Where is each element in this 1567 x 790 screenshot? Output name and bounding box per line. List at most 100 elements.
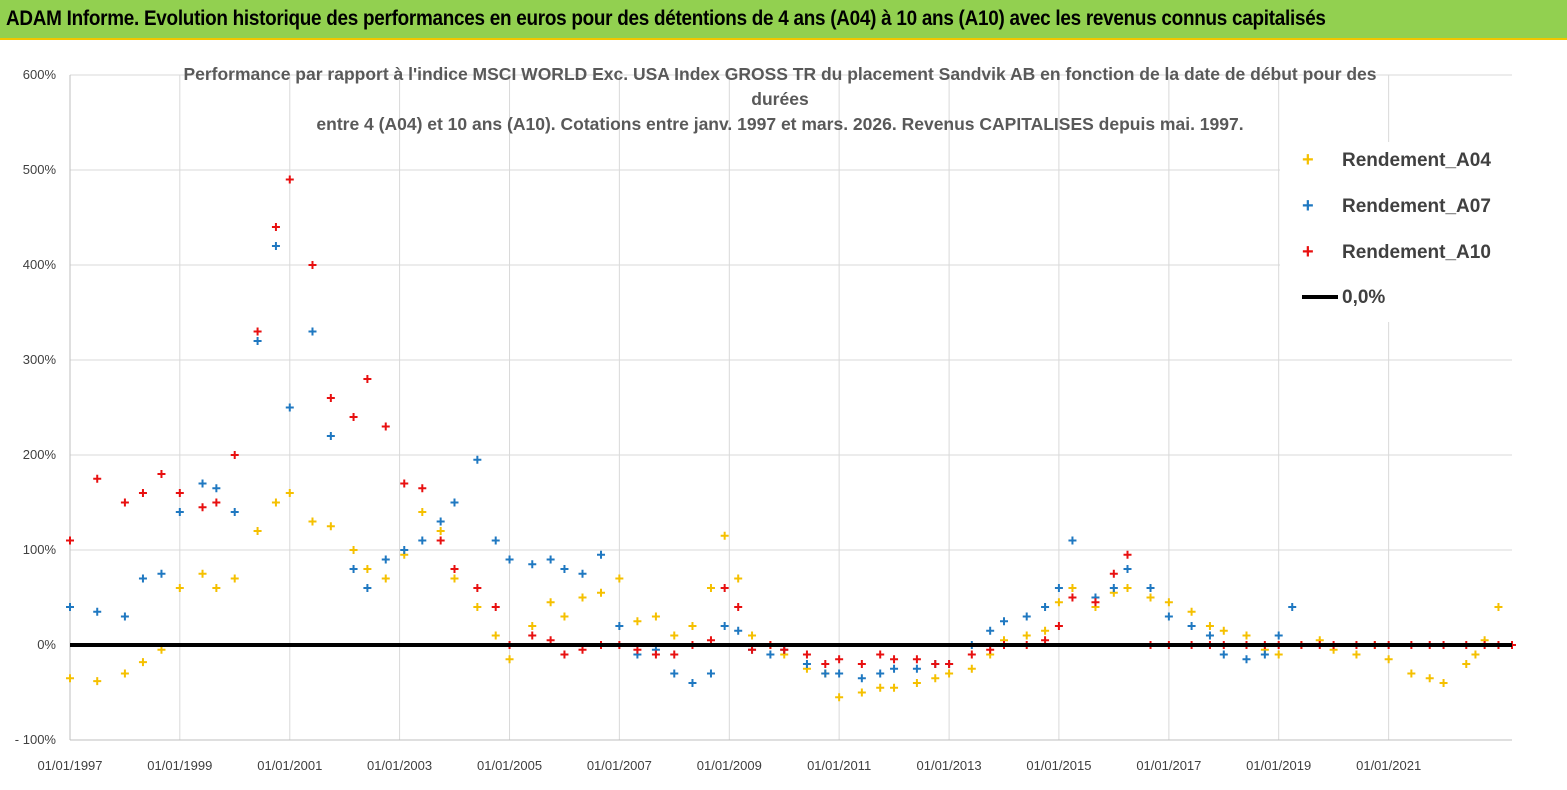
x-tick-label: 01/01/1999 <box>147 758 212 773</box>
x-tick-label: 01/01/2021 <box>1356 758 1421 773</box>
data-point-rendement-a07 <box>400 546 409 554</box>
data-point-rendement-a04 <box>66 674 74 683</box>
data-point-rendement-a07 <box>308 327 317 336</box>
data-point-rendement-a04 <box>349 546 358 554</box>
data-point-rendement-a07 <box>349 565 358 573</box>
data-point-rendement-a04 <box>1352 650 1361 659</box>
data-point-rendement-a10 <box>1068 593 1077 602</box>
data-point-rendement-a07 <box>1288 603 1297 611</box>
x-tick-label: 01/01/2019 <box>1246 758 1311 773</box>
data-point-rendement-a10 <box>418 484 427 493</box>
data-point-rendement-a07 <box>857 674 866 683</box>
legend-item-a04: + Rendement_A04 <box>1280 146 1512 176</box>
data-point-rendement-a07 <box>253 337 262 345</box>
data-point-rendement-a04 <box>1439 679 1448 687</box>
data-point-rendement-a07 <box>285 403 294 412</box>
legend-label-zero: 0,0% <box>1342 287 1386 308</box>
data-point-rendement-a07 <box>688 679 697 687</box>
data-point-rendement-a04 <box>120 669 129 678</box>
data-point-rendement-a10 <box>230 451 239 459</box>
x-tick-label: 01/01/2013 <box>917 758 982 773</box>
data-point-rendement-a07 <box>1146 584 1155 592</box>
data-point-rendement-a04 <box>560 612 569 621</box>
data-point-rendement-a07 <box>706 669 715 678</box>
data-point-rendement-a04 <box>945 669 954 678</box>
data-point-rendement-a07 <box>835 669 844 678</box>
data-point-rendement-a04 <box>931 674 940 683</box>
data-point-rendement-a04 <box>1462 660 1471 668</box>
zero-line-swatch <box>1302 295 1338 299</box>
data-point-rendement-a04 <box>1425 674 1434 683</box>
data-point-rendement-a10 <box>308 261 317 269</box>
data-point-rendement-a04 <box>1146 593 1155 602</box>
data-point-rendement-a04 <box>157 645 166 654</box>
y-tick-label: 200% <box>23 447 57 462</box>
data-point-rendement-a07 <box>326 432 335 440</box>
data-point-rendement-a10 <box>120 498 129 507</box>
data-point-rendement-a10 <box>546 636 555 645</box>
chart-title-line-3: entre 4 (A04) et 10 ans (A10). Cotations… <box>316 114 1244 134</box>
data-point-rendement-a10 <box>198 503 207 512</box>
data-point-rendement-a07 <box>802 660 811 668</box>
data-point-rendement-a07 <box>473 455 482 464</box>
y-tick-label: 100% <box>23 542 57 557</box>
data-point-rendement-a04 <box>688 622 697 630</box>
data-point-rendement-a07 <box>560 565 569 573</box>
data-point-rendement-a10 <box>326 394 335 402</box>
data-point-rendement-a07 <box>505 555 514 564</box>
data-point-rendement-a10 <box>780 645 789 654</box>
data-point-rendement-a07 <box>450 498 459 507</box>
data-point-rendement-a10 <box>802 650 811 659</box>
data-point-rendement-a10 <box>66 536 74 545</box>
data-point-rendement-a10 <box>93 474 102 483</box>
data-point-rendement-a07 <box>175 508 184 516</box>
data-point-rendement-a07 <box>734 626 743 635</box>
data-point-rendement-a04 <box>473 603 482 611</box>
data-point-rendement-a04 <box>381 574 390 583</box>
data-point-rendement-a10 <box>560 650 569 659</box>
data-point-rendement-a04 <box>835 693 844 702</box>
y-tick-label: 600% <box>23 67 57 82</box>
data-point-rendement-a07 <box>890 664 899 673</box>
data-point-rendement-a10 <box>670 650 679 659</box>
data-point-rendement-a04 <box>857 688 866 697</box>
data-point-rendement-a10 <box>400 479 409 488</box>
legend-label-a04: Rendement_A04 <box>1342 150 1491 171</box>
data-point-rendement-a07 <box>198 479 207 488</box>
data-point-rendement-a04 <box>734 574 743 583</box>
data-point-rendement-a07 <box>528 560 537 569</box>
data-point-rendement-a04 <box>1407 669 1416 678</box>
data-point-rendement-a04 <box>505 655 514 664</box>
data-point-rendement-a10 <box>349 413 358 421</box>
data-point-rendement-a04 <box>1205 622 1214 630</box>
data-point-rendement-a07 <box>1274 631 1283 640</box>
data-point-rendement-a07 <box>1041 603 1050 611</box>
data-point-rendement-a04 <box>198 569 207 578</box>
data-point-rendement-a10 <box>748 645 757 654</box>
data-point-rendement-a04 <box>528 622 537 630</box>
data-point-rendement-a10 <box>945 660 954 668</box>
data-point-rendement-a04 <box>138 658 147 667</box>
data-point-rendement-a04 <box>1494 603 1503 611</box>
data-point-rendement-a04 <box>1123 584 1132 592</box>
chart-title-line-2: durées <box>751 89 809 109</box>
data-point-rendement-a07 <box>912 664 921 673</box>
data-point-rendement-a10 <box>890 655 899 664</box>
report-banner: ADAM Informe. Evolution historique des p… <box>0 0 1567 40</box>
data-point-rendement-a10 <box>1123 550 1132 559</box>
data-point-rendement-a07 <box>1260 650 1269 659</box>
data-point-rendement-a07 <box>381 555 390 564</box>
data-point-rendement-a04 <box>1219 626 1228 635</box>
data-point-rendement-a07 <box>212 484 221 493</box>
data-point-rendement-a10 <box>436 536 445 545</box>
data-point-rendement-a04 <box>876 683 885 692</box>
data-point-rendement-a07 <box>876 669 885 678</box>
data-point-rendement-a04 <box>1068 584 1077 592</box>
data-point-rendement-a04 <box>436 527 445 535</box>
data-point-rendement-a07 <box>363 584 372 592</box>
x-tick-label: 01/01/2003 <box>367 758 432 773</box>
data-point-rendement-a04 <box>93 677 102 686</box>
x-tick-label: 01/01/2009 <box>697 758 762 773</box>
data-point-rendement-a07 <box>578 569 587 578</box>
data-point-rendement-a04 <box>212 584 221 592</box>
